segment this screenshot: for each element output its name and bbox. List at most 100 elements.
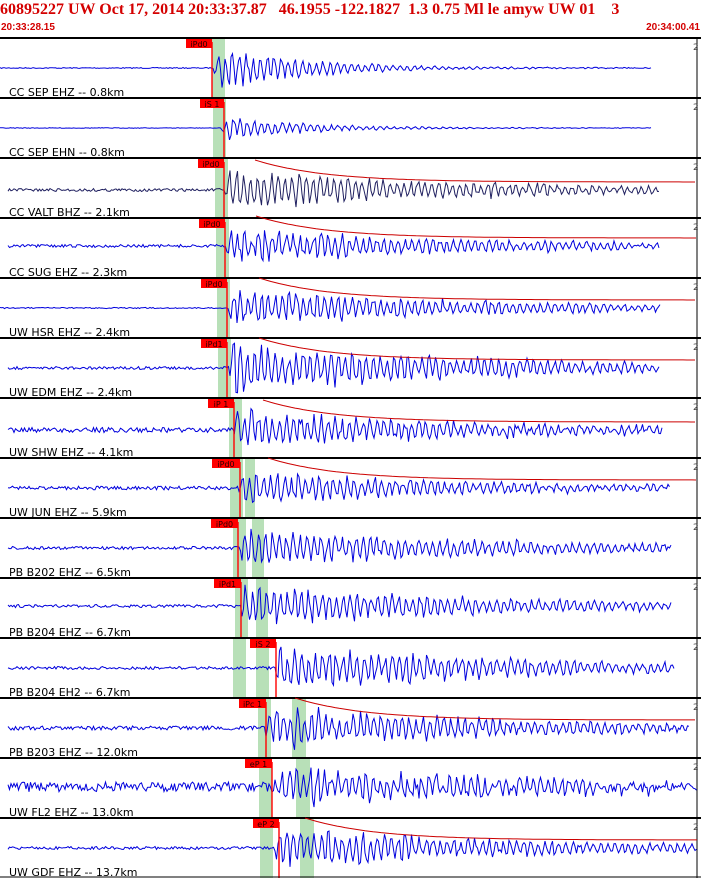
trace-panel: 2 iP 1 UW SHW EHZ -- 4.1km	[0, 397, 701, 459]
pick-label-box	[198, 159, 224, 168]
pick-label: iPd1	[219, 580, 236, 589]
pick-label: iPd0	[217, 460, 234, 469]
event-header: 60895227 UW Oct 17, 2014 20:33:37.87 46.…	[0, 1, 620, 18]
pick-label-box	[200, 99, 224, 108]
pick-window	[296, 758, 310, 818]
trace-scale-tick: 2	[693, 43, 699, 53]
coda-duration-curve	[304, 817, 697, 841]
trace-scale-tick: 2	[693, 763, 699, 773]
trace-scale-tick: 2	[693, 283, 699, 293]
coda-duration-curve	[267, 457, 697, 481]
waveform-trace	[7, 229, 660, 263]
station-label: PB B203 EHZ -- 12.0km	[9, 746, 138, 759]
station-label: CC SEP EHZ -- 0.8km	[9, 86, 124, 99]
station-label: UW EDM EHZ -- 2.4km	[9, 386, 132, 399]
trace-panel: 2 eP 1 UW FL2 EHZ -- 13.0km	[0, 757, 701, 819]
waveform-trace	[7, 407, 663, 446]
coda-duration-curve	[294, 697, 695, 721]
waveform-trace	[7, 170, 660, 208]
pick-label: iPd0	[202, 160, 219, 169]
pick-label-box	[201, 279, 227, 288]
pick-label: iPd0	[190, 40, 207, 49]
pick-label-box	[214, 579, 241, 588]
trace-scale-tick: 2	[693, 103, 699, 113]
waveform-trace	[7, 584, 672, 625]
station-label: PB B202 EHZ -- 6.5km	[9, 566, 131, 579]
pick-window	[245, 458, 255, 518]
pick-label: iPd1	[205, 340, 222, 349]
station-label: CC SEP EHN -- 0.8km	[9, 146, 125, 159]
station-label: UW JUN EHZ -- 5.9km	[9, 506, 127, 519]
pick-label-box	[212, 459, 240, 468]
trace-scale-tick: 2	[693, 523, 699, 533]
coda-duration-curve	[262, 399, 695, 423]
trace-scale-tick: 2	[693, 703, 699, 713]
trace-scale-tick: 2	[693, 463, 699, 473]
pick-window	[300, 818, 314, 878]
waveform-trace	[7, 646, 675, 688]
station-label: UW GDF EHZ -- 13.7km	[9, 866, 138, 878]
trace-panel: 2 iPd0 UW JUN EHZ -- 5.9km	[0, 457, 701, 519]
waveform-trace	[7, 342, 660, 394]
pick-label-box	[239, 699, 266, 708]
station-label: PB B204 EH2 -- 6.7km	[9, 686, 130, 699]
trace-scale-tick: 2	[693, 163, 699, 173]
trace-panel: 2 iPd1 UW EDM EHZ -- 2.4km	[0, 337, 701, 399]
pick-label-box	[250, 639, 276, 648]
station-label: CC SUG EHZ -- 2.3km	[9, 266, 127, 279]
coda-duration-curve	[255, 215, 696, 239]
pick-label: iPd0	[203, 220, 220, 229]
trace-panel: 2 eP 2 UW GDF EHZ -- 13.7km	[0, 817, 701, 878]
pick-label-box	[211, 519, 238, 528]
trace-scale-tick: 2	[693, 643, 699, 653]
coda-duration-curve	[254, 159, 695, 183]
trace-panel: 2 iPd0 PB B202 EHZ -- 6.5km	[0, 517, 701, 579]
station-label: CC VALT BHZ -- 2.1km	[9, 206, 130, 219]
pick-window	[216, 218, 229, 278]
pick-window	[256, 578, 268, 638]
pick-window	[259, 758, 272, 818]
waveform-trace	[7, 830, 697, 867]
pick-window	[215, 158, 228, 218]
trace-panel: 2 iPc 1 PB B203 EHZ -- 12.0km	[0, 697, 701, 759]
trace-panel: 2 iS 1 CC SEP EHN -- 0.8km	[0, 97, 701, 159]
pick-window	[218, 338, 231, 398]
pick-label: iS 2	[256, 640, 271, 649]
coda-duration-curve	[258, 277, 695, 301]
trace-scale-tick: 2	[693, 583, 699, 593]
pick-label-box	[186, 39, 212, 48]
pick-label: eP 1	[250, 760, 267, 769]
station-label: UW SHW EHZ -- 4.1km	[9, 446, 133, 459]
trace-panel: 2 iPd0 CC SEP EHZ -- 0.8km	[0, 37, 701, 99]
pick-label: iPd0	[205, 280, 222, 289]
window-end-time: 20:34:00.41	[646, 22, 700, 33]
trace-panel: 2 iPd0 UW HSR EHZ -- 2.4km	[0, 277, 701, 339]
station-label: UW HSR EHZ -- 2.4km	[9, 326, 130, 339]
pick-label-box	[245, 759, 272, 768]
pick-window	[212, 38, 225, 98]
waveform-trace	[0, 290, 661, 324]
waveform-trace	[0, 51, 652, 88]
trace-scale-tick: 2	[693, 343, 699, 353]
trace-panel: 2 iPd1 PB B204 EHZ -- 6.7km	[0, 577, 701, 639]
pick-window	[292, 698, 306, 758]
station-label: PB B204 EHZ -- 6.7km	[9, 626, 131, 639]
trace-panel: 2 iS 2 PB B204 EH2 -- 6.7km	[0, 637, 701, 699]
trace-panel: 2 iPd0 CC VALT BHZ -- 2.1km	[0, 157, 701, 219]
window-start-time: 20:33:28.15	[1, 22, 55, 33]
trace-scale-tick: 2	[693, 223, 699, 233]
pick-label: iPc 1	[243, 700, 262, 709]
pick-window	[256, 638, 269, 698]
waveform-trace	[7, 707, 690, 750]
waveform-trace	[7, 472, 670, 504]
pick-label: eP 2	[257, 820, 274, 829]
station-label: UW FL2 EHZ -- 13.0km	[9, 806, 134, 819]
pick-label: iS 1	[205, 100, 220, 109]
coda-duration-curve	[258, 337, 695, 361]
pick-label-box	[253, 819, 279, 828]
pick-label: iP 1	[214, 400, 229, 409]
pick-window	[252, 518, 264, 578]
pick-label-box	[208, 399, 234, 408]
pick-label: iPd0	[216, 520, 233, 529]
